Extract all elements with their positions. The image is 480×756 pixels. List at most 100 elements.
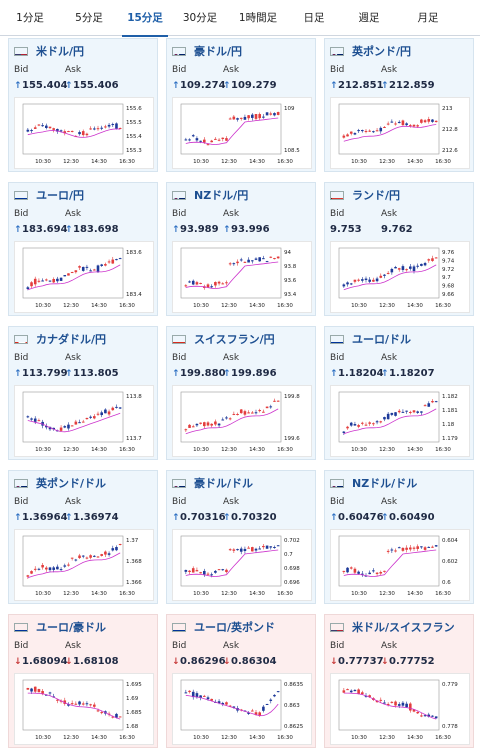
mini-candlestick-chart[interactable]: 94 93.8 93.6 93.4 10:30 12:30 14:30 16:30 bbox=[172, 241, 312, 313]
down-arrow-icon: ↓ bbox=[381, 657, 389, 667]
pair-name[interactable]: スイスフラン/円 bbox=[194, 333, 275, 346]
bid-value: ↑199.880 bbox=[172, 368, 226, 379]
candle-body bbox=[210, 140, 213, 143]
pair-name[interactable]: 英ポンド/円 bbox=[352, 45, 412, 58]
mini-candlestick-chart[interactable]: 199.8 199.6 10:30 12:30 14:30 16:30 bbox=[172, 385, 312, 457]
rate-card[interactable]: 米ドル/スイスフラン Bid Ask ↓0.77737 ↓0.77752 0.779 0.7… bbox=[324, 614, 474, 748]
mini-candlestick-chart[interactable]: 0.604 0.602 0.6 10:30 12:30 14:30 16:30 bbox=[330, 529, 470, 601]
rate-card[interactable]: スイスフラン/円 Bid Ask ↑199.880 ↑199.896 199.8 199.6… bbox=[166, 326, 316, 460]
candle-body bbox=[191, 135, 195, 137]
candle-body bbox=[210, 423, 213, 426]
candle-body bbox=[188, 690, 191, 693]
candle-body bbox=[93, 416, 96, 419]
candle-body bbox=[342, 570, 346, 572]
pair-name[interactable]: ユーロ/英ポンド bbox=[194, 621, 276, 634]
bid-label: Bid bbox=[14, 65, 29, 75]
rate-card[interactable]: NZドル/ドル Bid Ask ↑0.60476 ↑0.60490 0.604 0.602 0… bbox=[324, 470, 474, 604]
candle-body bbox=[26, 687, 30, 690]
mini-candlestick-chart[interactable]: 109 108.5 10:30 12:30 14:30 16:30 bbox=[172, 97, 312, 169]
candle-body bbox=[239, 409, 243, 414]
x-tick-label: 10:30 bbox=[35, 303, 51, 309]
bid-label: Bid bbox=[330, 497, 345, 507]
pair-name[interactable]: NZドル/ドル bbox=[352, 477, 418, 490]
pair-name[interactable]: ユーロ/ドル bbox=[352, 333, 412, 346]
tab-6[interactable]: 週足 bbox=[358, 12, 380, 24]
mini-candlestick-chart[interactable]: 9.76 9.74 9.72 9.7 9.68 9.66 10:30 12:30 14:30 16… bbox=[330, 241, 470, 313]
mini-candlestick-chart[interactable]: 113.8 113.7 10:30 12:30 14:30 16:30 bbox=[14, 385, 154, 457]
candle-body bbox=[368, 279, 371, 282]
candle-body bbox=[258, 114, 261, 119]
tab-5[interactable]: 日足 bbox=[303, 12, 325, 24]
candle-body bbox=[96, 556, 100, 558]
candle-body bbox=[81, 555, 85, 557]
plot-frame bbox=[22, 535, 124, 587]
candle-body bbox=[412, 266, 416, 272]
mini-candlestick-chart[interactable]: 213 212.8 212.6 10:30 12:30 14:30 16:30 bbox=[330, 97, 470, 169]
moving-average-line bbox=[343, 264, 437, 291]
pair-name[interactable]: 豪ドル/ドル bbox=[194, 477, 254, 490]
mini-candlestick-chart[interactable]: 0.702 0.7 0.698 0.696 10:30 12:30 14:30 16:30 bbox=[172, 529, 312, 601]
tab-7[interactable]: 月足 bbox=[417, 12, 439, 24]
pair-name[interactable]: 英ポンド/ドル bbox=[36, 477, 107, 490]
candle-body bbox=[397, 410, 401, 413]
rate-card[interactable]: NZドル/円 Bid Ask ↑93.989 ↑93.996 94 93.8 93.6 93.4… bbox=[166, 182, 316, 316]
currency-flag-icon bbox=[330, 479, 344, 488]
rate-card[interactable]: ユーロ/ドル Bid Ask ↑1.18204 ↑1.18207 1.182 1.181 1.… bbox=[324, 326, 474, 460]
candle-body bbox=[262, 411, 265, 413]
pair-name[interactable]: ユーロ/豪ドル bbox=[36, 621, 107, 634]
rate-card[interactable]: 英ポンド/円 Bid Ask ↑212.851 ↑212.859 213 212.8 212.… bbox=[324, 38, 474, 172]
x-tick-label: 14:30 bbox=[407, 735, 423, 741]
pair-name[interactable]: NZドル/円 bbox=[194, 189, 249, 202]
rate-card[interactable]: 米ドル/円 Bid Ask ↑155.404 ↑155.406 155.6 155.5 155… bbox=[8, 38, 158, 172]
chart-svg: 183.6 183.4 10:30 12:30 14:30 16:30 bbox=[22, 247, 142, 309]
rate-card[interactable]: 豪ドル/ドル Bid Ask ↑0.70316 ↑0.70320 0.702 0.7 0.69… bbox=[166, 470, 316, 604]
mini-candlestick-chart[interactable]: 0.8635 0.863 0.8625 10:30 12:30 14:30 16:30 bbox=[172, 673, 312, 745]
candle-body bbox=[33, 418, 37, 422]
candle-body bbox=[78, 555, 81, 559]
rate-card[interactable]: 英ポンド/ドル Bid Ask ↑1.36964 ↑1.36974 1.37 1.368 1.… bbox=[8, 470, 158, 604]
rate-card[interactable]: カナダドル/円 Bid Ask ↑113.799 ↑113.805 113.8 113.7 1… bbox=[8, 326, 158, 460]
mini-candlestick-chart[interactable]: 155.6 155.5 155.4 155.3 10:30 12:30 14:30 16:30 bbox=[14, 97, 154, 169]
pair-name[interactable]: ユーロ/円 bbox=[36, 189, 85, 202]
pair-name[interactable]: ランド/円 bbox=[352, 189, 401, 202]
candle-body bbox=[375, 278, 379, 282]
rate-card[interactable]: ユーロ/円 Bid Ask ↑183.694 ↑183.698 183.6 183.4 10:… bbox=[8, 182, 158, 316]
rate-card[interactable]: ランド/円 Bid Ask 9.753 9.762 9.76 9.74 9.72 9.7 9.68… bbox=[324, 182, 474, 316]
rate-card[interactable]: ユーロ/英ポンド Bid Ask ↓0.86296 ↓0.86304 0.8635 0.86… bbox=[166, 614, 316, 748]
candle-body bbox=[427, 714, 431, 717]
x-tick-label: 10:30 bbox=[35, 159, 51, 165]
candle-body bbox=[115, 123, 118, 129]
candle-body bbox=[416, 711, 419, 714]
candle-body bbox=[63, 565, 67, 567]
rate-card[interactable]: ユーロ/豪ドル Bid Ask ↓1.68094 ↓1.68108 1.695 1.69 1.… bbox=[8, 614, 158, 748]
tab-1[interactable]: 5分足 bbox=[75, 12, 103, 24]
x-tick-label: 14:30 bbox=[249, 447, 265, 453]
ask-value: ↑183.698 bbox=[65, 224, 119, 235]
candle-body bbox=[276, 545, 280, 547]
mini-candlestick-chart[interactable]: 0.779 0.778 10:30 12:30 14:30 16:30 bbox=[330, 673, 470, 745]
tab-0[interactable]: 1分足 bbox=[16, 12, 44, 24]
ask-value: ↑155.406 bbox=[65, 80, 119, 91]
pair-name[interactable]: カナダドル/円 bbox=[36, 333, 107, 346]
tab-2[interactable]: 15分足 bbox=[118, 0, 172, 37]
pair-name[interactable]: 米ドル/スイスフラン bbox=[352, 621, 455, 634]
pair-name[interactable]: 豪ドル/円 bbox=[194, 45, 243, 58]
x-tick-label: 12:30 bbox=[221, 303, 237, 309]
up-arrow-icon: ↑ bbox=[223, 369, 231, 379]
y-tick-label: 0.602 bbox=[442, 559, 458, 565]
tab-4[interactable]: 1時間足 bbox=[238, 12, 278, 24]
candle-body bbox=[434, 401, 438, 403]
candle-body bbox=[349, 422, 353, 426]
candle-body bbox=[409, 547, 412, 550]
mini-candlestick-chart[interactable]: 183.6 183.4 10:30 12:30 14:30 16:30 bbox=[14, 241, 154, 313]
pair-name[interactable]: 米ドル/円 bbox=[36, 45, 85, 58]
x-tick-label: 12:30 bbox=[221, 591, 237, 597]
rate-card[interactable]: 豪ドル/円 Bid Ask ↑109.274 ↑109.279 109 108.5 10:30… bbox=[166, 38, 316, 172]
mini-candlestick-chart[interactable]: 1.182 1.181 1.18 1.179 10:30 12:30 14:30 16:30 bbox=[330, 385, 470, 457]
mini-candlestick-chart[interactable]: 1.37 1.368 1.366 10:30 12:30 14:30 16:30 bbox=[14, 529, 154, 601]
candle-body bbox=[118, 716, 122, 718]
candle-body bbox=[210, 286, 213, 288]
tab-3[interactable]: 30分足 bbox=[182, 12, 218, 24]
ask-value: ↑0.60490 bbox=[381, 512, 435, 523]
mini-candlestick-chart[interactable]: 1.695 1.69 1.685 1.68 10:30 12:30 14:30 16:30 bbox=[14, 673, 154, 745]
